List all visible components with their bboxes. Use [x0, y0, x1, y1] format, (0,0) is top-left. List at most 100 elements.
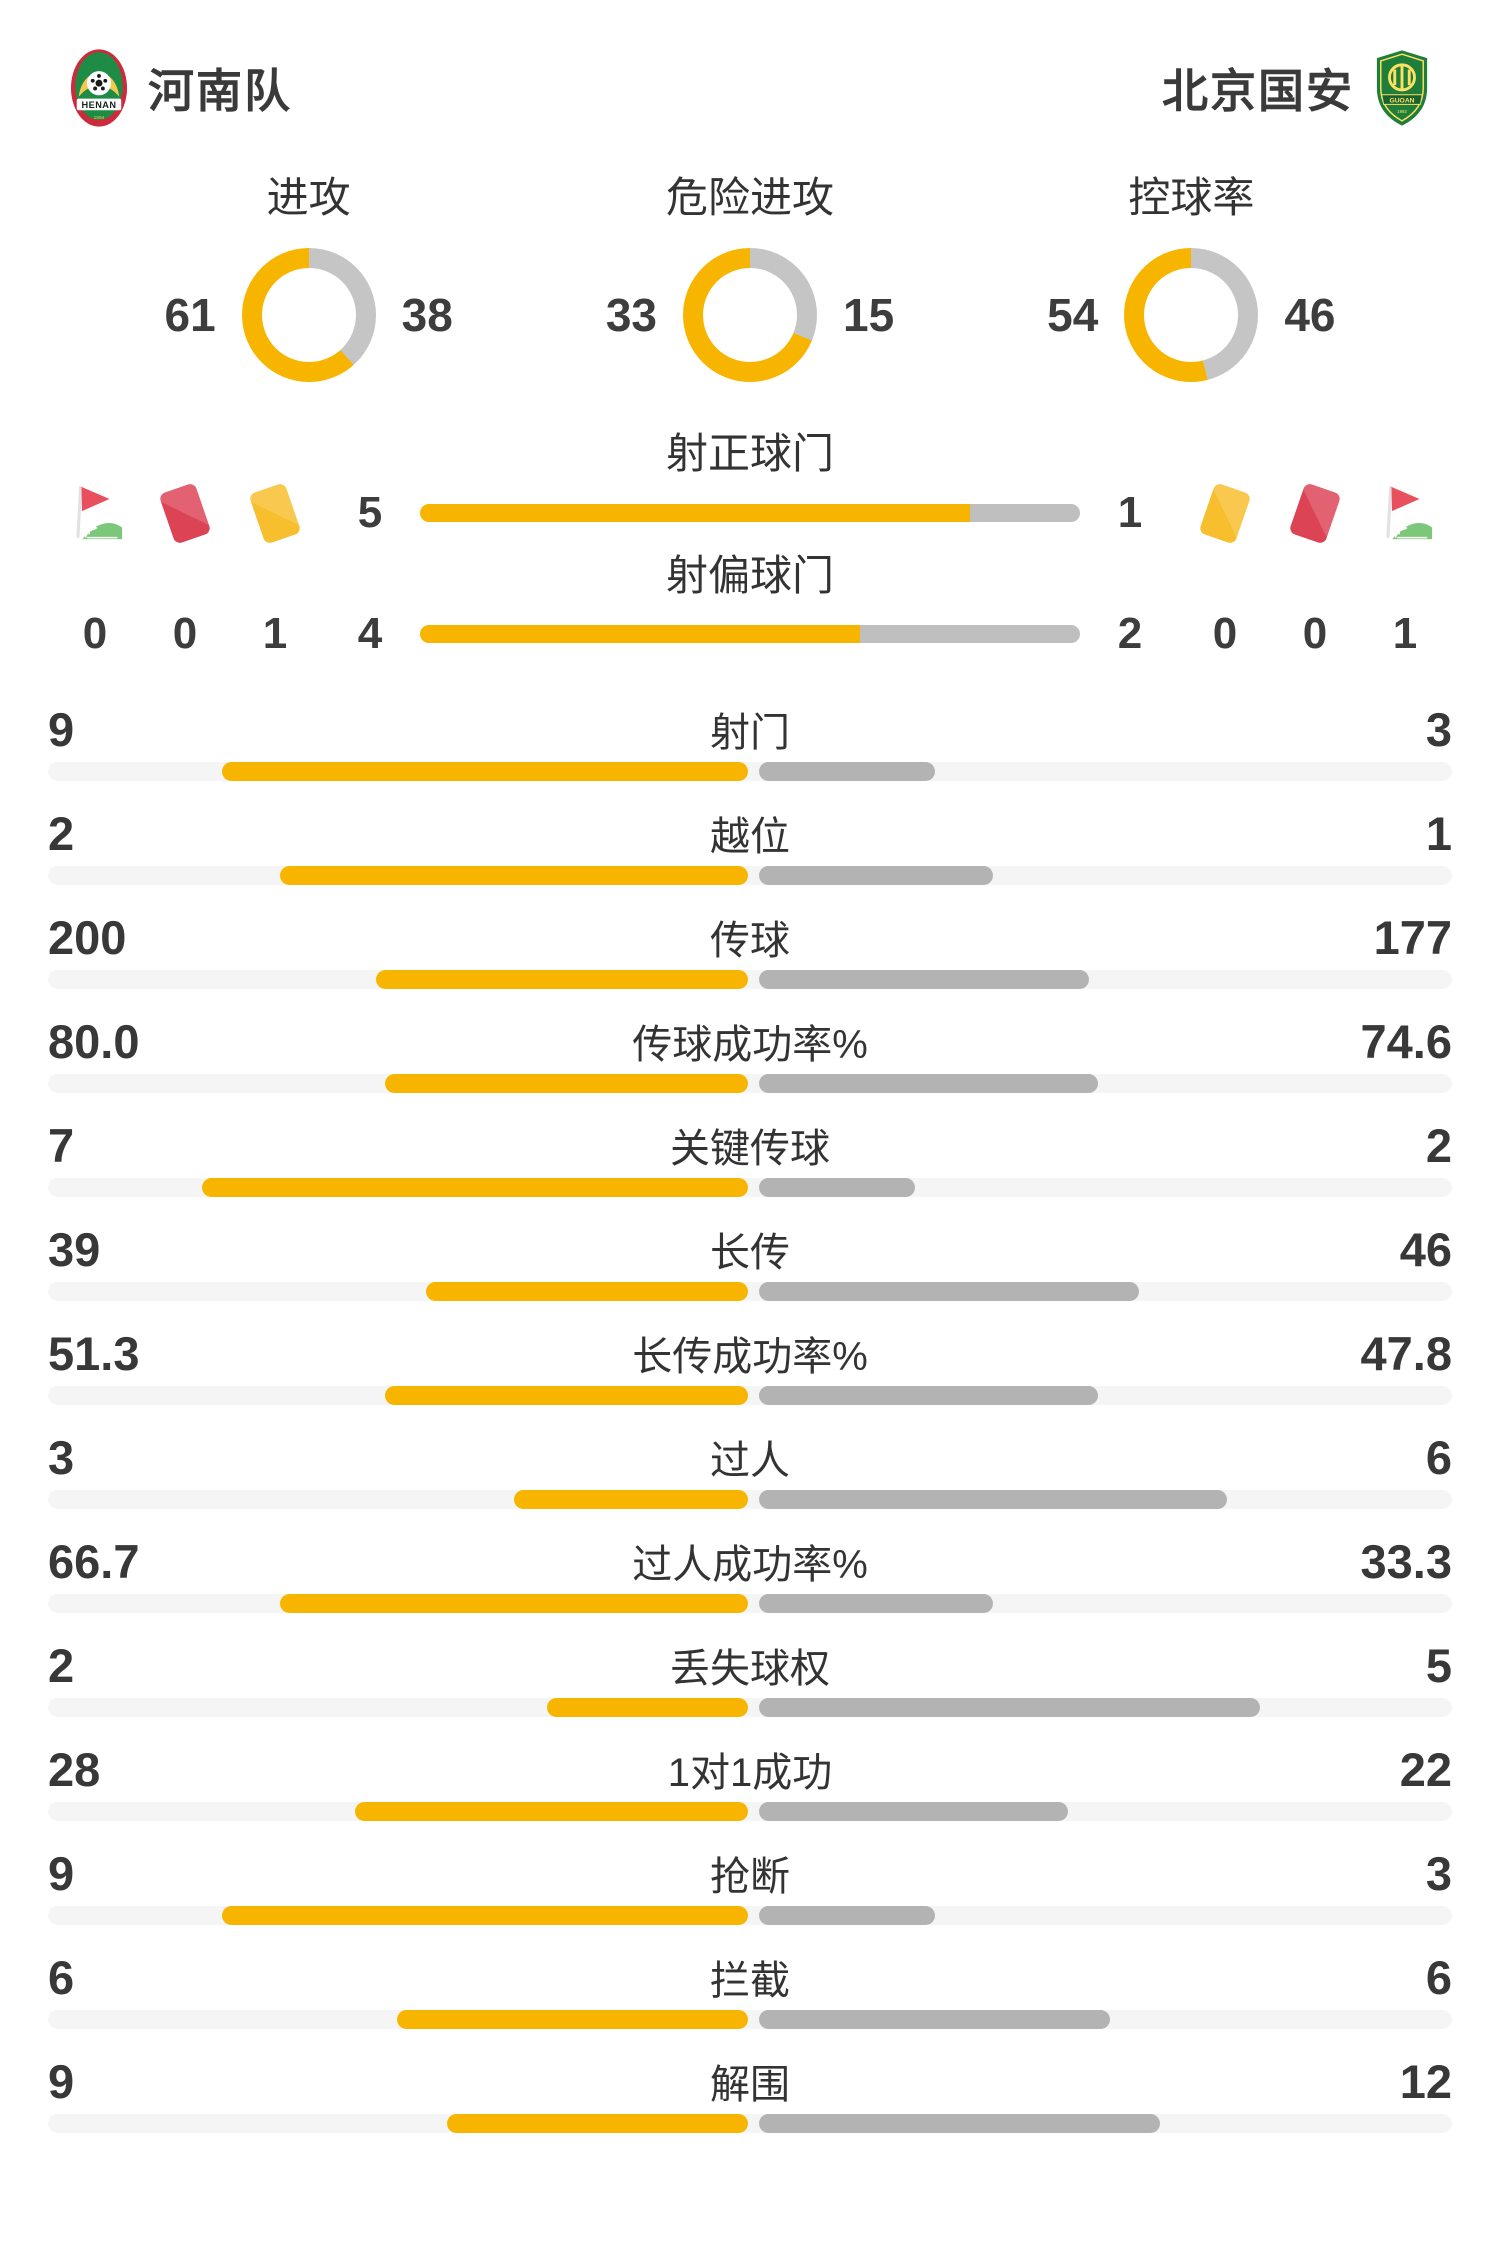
donut-ring: [1124, 248, 1259, 382]
home-bar-segment: [420, 625, 860, 643]
stat-away-value: 47.8: [1360, 1327, 1452, 1380]
stat-row: 7 关键传球 2: [48, 1116, 1452, 1220]
away-card-counts: 0 0 1: [1180, 605, 1450, 663]
donut-title: 进攻: [266, 174, 351, 221]
home-stat-bar: [384, 1386, 748, 1405]
stat-row: 28 1对1成功 22: [48, 1740, 1452, 1844]
stat-track: [48, 1802, 1452, 1821]
home-team-name: 河南队: [148, 65, 292, 117]
stat-away-value: 3: [1425, 703, 1452, 756]
henan-logo: [70, 48, 128, 128]
donut-chart: 54 46: [1024, 248, 1358, 382]
stat-home-value: 200: [48, 911, 127, 964]
home-stat-bar: [354, 1802, 748, 1821]
stat-label: 拦截: [710, 1959, 790, 2003]
stat-track: [48, 866, 1452, 885]
stat-label: 丢失球权: [670, 1647, 830, 1691]
stat-away-value: 74.6: [1360, 1015, 1452, 1068]
home-stat-bar: [221, 1906, 748, 1925]
away-stat-bar: [759, 1802, 1068, 1821]
away-stat-bar: [759, 866, 993, 885]
stat-head: 2 越位 1: [48, 804, 1452, 860]
stat-head: 2 丢失球权 5: [48, 1636, 1452, 1692]
stat-head: 66.7 过人成功率% 33.3: [48, 1532, 1452, 1588]
stat-head: 6 拦截 6: [48, 1948, 1452, 2004]
stat-away-value: 1: [1425, 807, 1452, 860]
shots-on-target-home-value: 5: [357, 488, 383, 537]
shots-off-target-label: 射偏球门: [665, 552, 834, 599]
stat-head: 51.3 长传成功率% 47.8: [48, 1324, 1452, 1380]
stat-home-value: 2: [48, 807, 75, 860]
stat-head: 9 抢断 3: [48, 1844, 1452, 1900]
home-stat-bar: [397, 2010, 748, 2029]
away-stat-bar: [759, 1282, 1139, 1301]
stat-label: 解围: [710, 2063, 790, 2107]
stat-away-value: 33.3: [1360, 1535, 1452, 1588]
home-yellow-card-count: 1: [262, 609, 288, 658]
home-corner-count: 0: [82, 609, 108, 658]
stat-row: 9 抢断 3: [48, 1844, 1452, 1948]
donut-charts: 进攻 61 38 危险进攻 33 15 控球率 54 46: [0, 128, 1500, 382]
stat-home-value: 6: [48, 1951, 75, 2004]
stat-row: 39 长传 46: [48, 1220, 1452, 1324]
yellow-card-icon: [248, 481, 302, 545]
stat-track: [48, 970, 1452, 989]
stat-row: 6 拦截 6: [48, 1948, 1452, 2052]
home-stat-bar: [384, 1074, 748, 1093]
donut-ring: [682, 248, 817, 382]
stat-home-value: 80.0: [48, 1015, 140, 1068]
shots-on-target-bar: [420, 504, 1080, 522]
stat-head: 3 过人 6: [48, 1428, 1452, 1484]
stat-away-value: 2: [1425, 1119, 1452, 1172]
home-bar-segment: [420, 504, 970, 522]
stat-track: [48, 1906, 1452, 1925]
stat-home-value: 51.3: [48, 1327, 140, 1380]
home-team: 河南队: [70, 48, 292, 128]
home-red-card-count: 0: [172, 609, 198, 658]
stat-home-value: 39: [48, 1223, 101, 1276]
stat-label: 传球: [710, 919, 790, 963]
home-card-counts: 0 0 1: [50, 605, 320, 663]
donut-chart: 61 38: [142, 248, 476, 382]
donut-away-value: 38: [401, 289, 453, 341]
away-team: 北京国安: [1162, 49, 1430, 127]
donut-title: 危险进攻: [665, 174, 834, 221]
stat-home-value: 9: [48, 1847, 75, 1900]
stat-track: [48, 762, 1452, 781]
stat-track: [48, 1178, 1452, 1197]
away-stat-bar: [759, 1594, 993, 1613]
stat-away-value: 46: [1399, 1223, 1452, 1276]
stat-label: 长传: [710, 1231, 790, 1275]
home-stat-bar: [221, 762, 748, 781]
stat-row: 3 过人 6: [48, 1428, 1452, 1532]
away-bar-segment: [970, 504, 1080, 522]
stat-home-value: 66.7: [48, 1535, 140, 1588]
stat-home-value: 28: [48, 1743, 101, 1796]
home-stat-bar: [280, 866, 748, 885]
stat-head: 9 解围 12: [48, 2052, 1452, 2108]
home-stat-bar: [202, 1178, 748, 1197]
stat-track: [48, 1074, 1452, 1093]
home-stat-bar: [375, 970, 748, 989]
donut-away-value: 46: [1284, 289, 1336, 341]
stat-row: 80.0 传球成功率% 74.6: [48, 1012, 1452, 1116]
stat-away-value: 6: [1425, 1431, 1452, 1484]
stat-row: 2 丢失球权 5: [48, 1636, 1452, 1740]
stat-row: 51.3 长传成功率% 47.8: [48, 1324, 1452, 1428]
stat-label: 关键传球: [670, 1127, 830, 1171]
donut-chart: 33 15: [583, 248, 917, 382]
stat-track: [48, 1282, 1452, 1301]
stat-away-value: 5: [1425, 1639, 1452, 1692]
shots-on-target-label: 射正球门: [665, 430, 834, 477]
stat-track: [48, 1386, 1452, 1405]
stat-home-value: 2: [48, 1639, 75, 1692]
match-stats-page: 河南队 北京国安 进攻 61 38 危险进攻 33 15 控球率: [0, 0, 1500, 2133]
stat-label: 过人: [710, 1439, 790, 1483]
stat-head: 200 传球 177: [48, 908, 1452, 964]
donut-home-value: 33: [605, 289, 657, 341]
donut-away-value: 15: [842, 289, 895, 341]
home-stat-bar: [514, 1490, 748, 1509]
shots-section: 射正球门 5 1 射偏球门 0 0 1: [0, 428, 1500, 660]
stat-track: [48, 1698, 1452, 1717]
guoan-logo: [1374, 49, 1430, 127]
